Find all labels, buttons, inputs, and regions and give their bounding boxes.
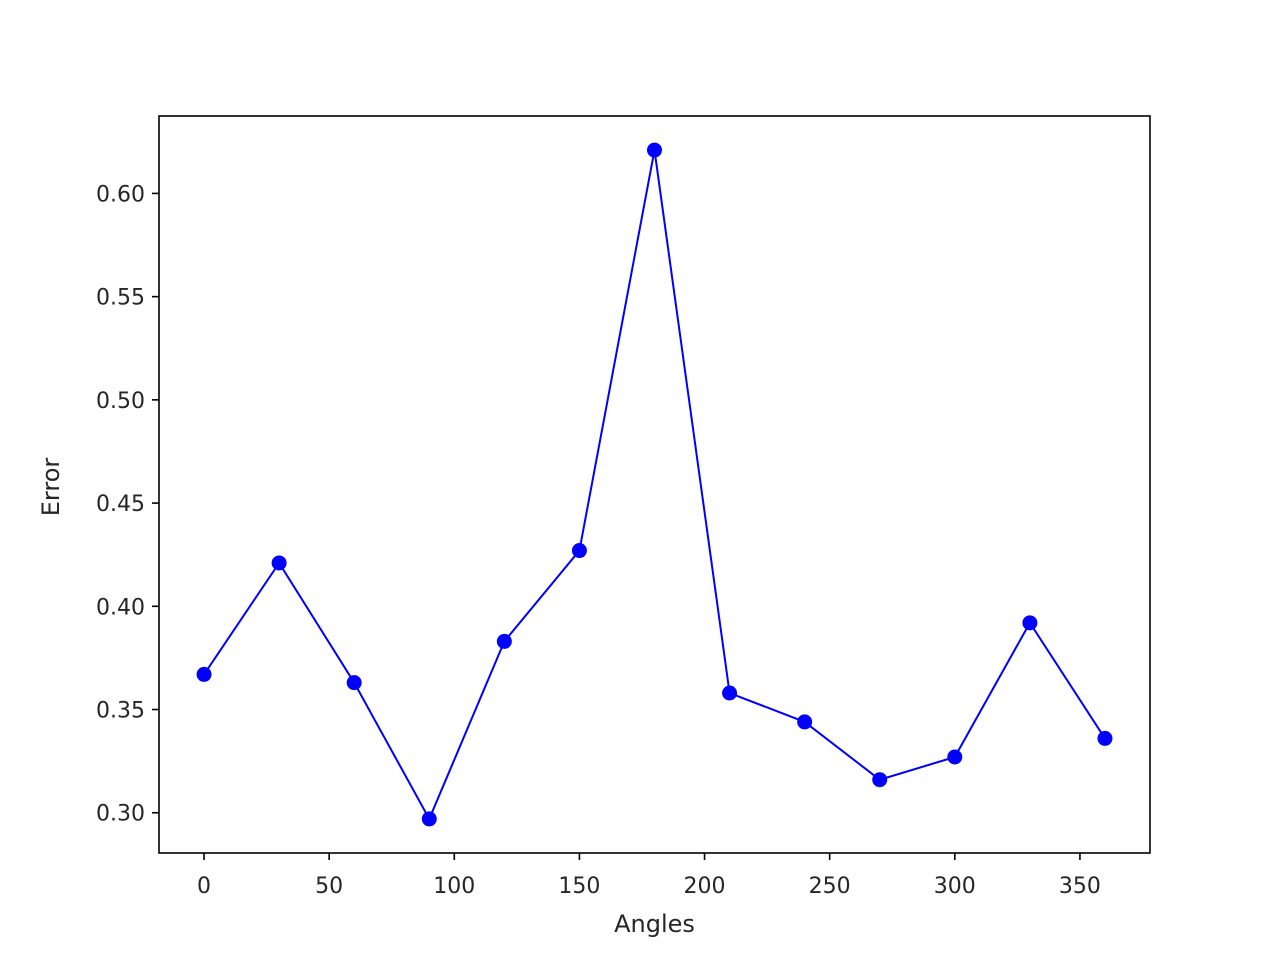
data-point <box>271 555 287 571</box>
y-axis-label: Error <box>37 458 65 517</box>
data-point <box>421 811 437 827</box>
series-layer <box>196 142 1113 827</box>
y-tick-label: 0.30 <box>96 802 145 827</box>
x-axis-ticks: 0 50 100 150 200 250 300 350 <box>197 853 1101 899</box>
plot-area <box>159 116 1150 853</box>
data-point <box>196 666 212 682</box>
data-point <box>647 142 662 158</box>
x-axis-label: Angles <box>614 910 695 938</box>
data-point <box>346 675 362 691</box>
data-point <box>571 543 587 559</box>
x-tick-label: 50 <box>315 874 343 899</box>
y-tick-label: 0.45 <box>96 492 145 517</box>
y-tick-label: 0.40 <box>96 595 145 620</box>
x-tick-label: 350 <box>1059 874 1101 899</box>
data-point <box>797 714 813 730</box>
y-tick-label: 0.60 <box>96 182 145 207</box>
data-point <box>496 633 512 649</box>
x-tick-label: 250 <box>809 874 851 899</box>
y-tick-label: 0.55 <box>96 286 145 311</box>
y-axis-ticks: 0.30 0.35 0.40 0.45 0.50 0.55 0.60 <box>96 182 159 827</box>
y-tick-label: 0.50 <box>96 389 145 414</box>
x-tick-label: 200 <box>684 874 726 899</box>
plot-frame <box>158 115 1151 854</box>
x-tick-label: 150 <box>558 874 600 899</box>
data-point <box>872 772 888 788</box>
data-point <box>947 749 963 765</box>
data-point <box>722 685 738 701</box>
x-tick-label: 0 <box>197 874 211 899</box>
x-tick-label: 100 <box>433 874 475 899</box>
x-tick-label: 300 <box>934 874 976 899</box>
data-point <box>1022 615 1038 631</box>
y-tick-label: 0.35 <box>96 699 145 724</box>
data-point <box>1097 730 1113 746</box>
